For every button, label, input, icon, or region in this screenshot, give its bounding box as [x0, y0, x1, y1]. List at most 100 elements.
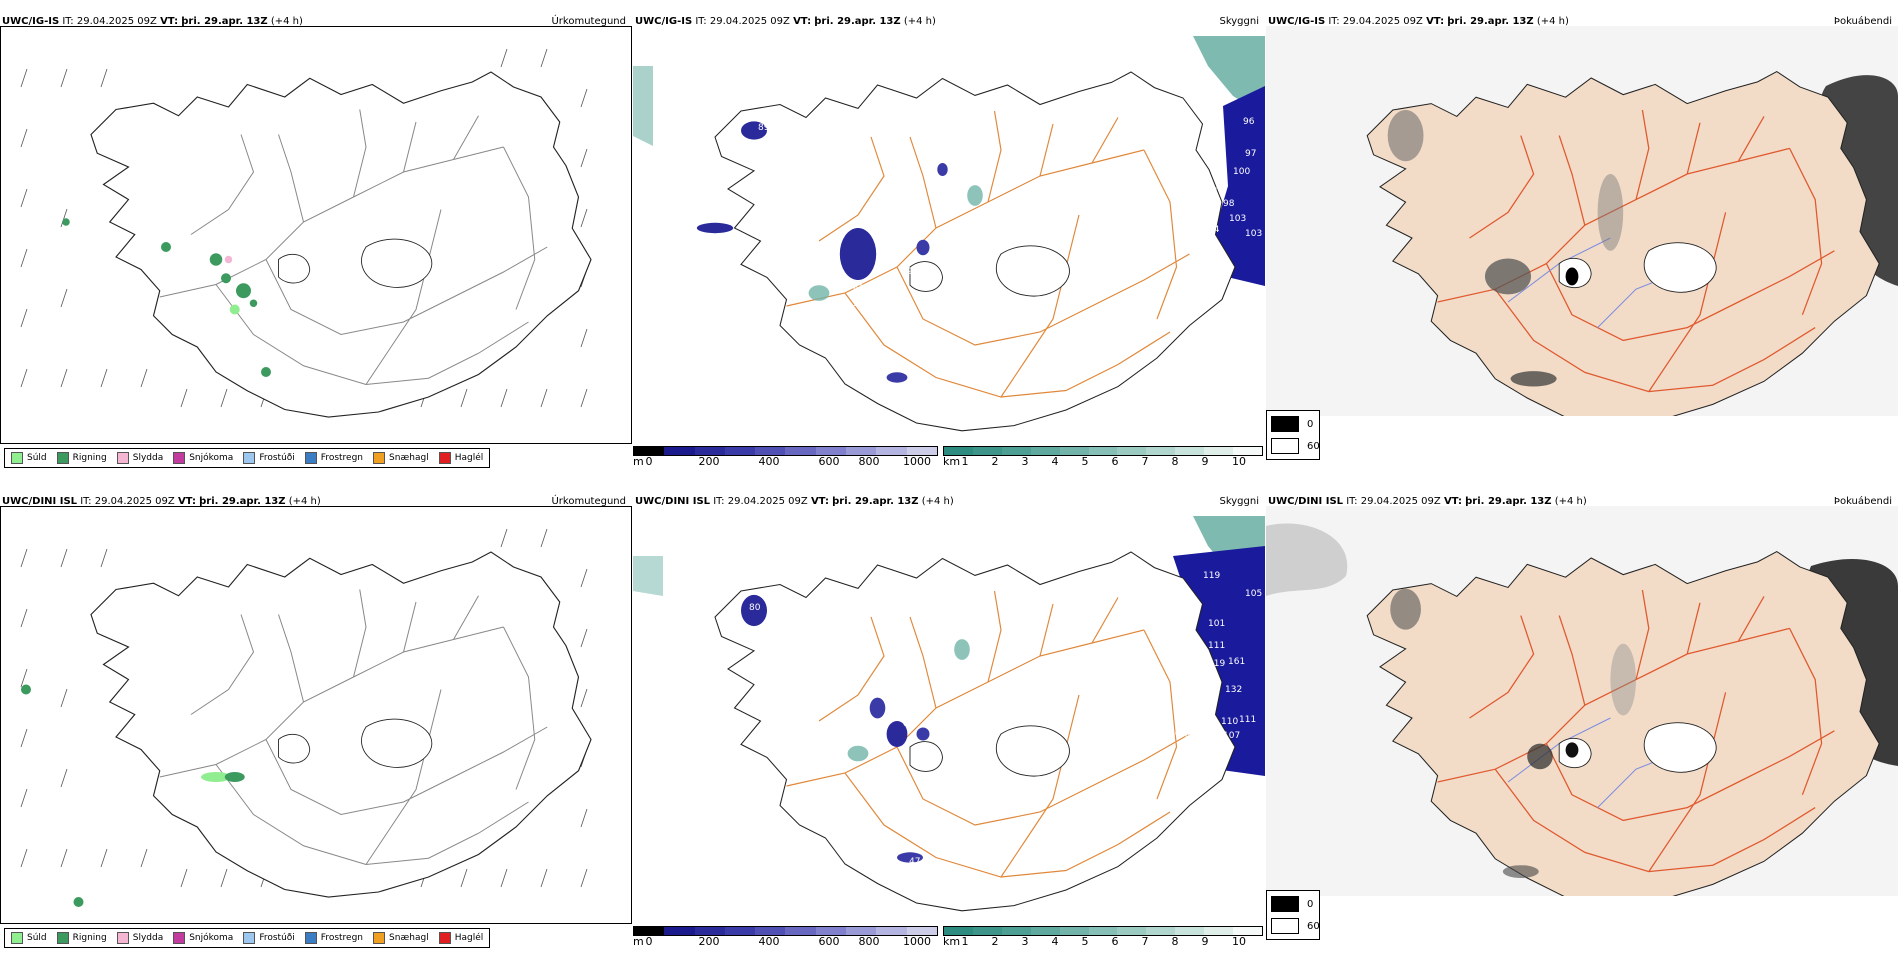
swatch: [173, 452, 186, 464]
legend-label: Frostúði: [259, 933, 295, 943]
ceiling-label: 79: [905, 397, 917, 407]
it-value: 29.04.2025 09Z: [76, 16, 157, 27]
swatch: [438, 932, 451, 944]
legend-label: Frostregn: [320, 453, 364, 463]
ceiling-label: 56: [945, 719, 957, 729]
ceiling-value-labels: 89 96 97 100 98 103 94 103 12 47 61 59 6…: [668, 117, 1262, 407]
ceiling-label: 100: [1233, 167, 1250, 177]
ceiling-label: 132: [1225, 685, 1242, 695]
legend-label: Snjókoma: [189, 453, 234, 463]
legend-item: Frostúði: [243, 932, 295, 944]
legend-item: Súld: [11, 452, 47, 464]
visibility-tick: 5: [1081, 935, 1089, 948]
fog-map[interactable]: [1266, 506, 1898, 924]
visibility-map[interactable]: 89 96 97 100 98 103 94 103 12 47 61 59 6…: [633, 26, 1265, 444]
legend-label: 60: [1307, 440, 1320, 452]
vt-value: þri. 29.apr. 13Z: [1447, 16, 1534, 27]
vt-value: þri. 29.apr. 13Z: [181, 16, 268, 27]
ceiling-label: 90: [1169, 729, 1181, 739]
visibility-unit: km: [943, 455, 961, 468]
vt-label: VT:: [1426, 16, 1445, 27]
ceiling-tick: 200: [698, 455, 720, 468]
visibility-tick: 10: [1232, 935, 1246, 948]
ceiling-label: 119: [1208, 659, 1225, 669]
fog-map[interactable]: [1266, 26, 1898, 444]
ceiling-label: 80: [749, 603, 761, 613]
it-label: IT:: [1346, 496, 1358, 507]
legend-label: Slydda: [132, 933, 164, 943]
swatch: [373, 452, 386, 464]
ceiling-colorbar: m 0 200 400 600 800 1000: [633, 926, 938, 952]
panel-header: UWC/IG-IS IT: 29.04.2025 09Z VT: þri. 29…: [1268, 14, 1896, 30]
model-name: UWC/DINI ISL: [1268, 496, 1344, 507]
legend-item: Frostregn: [304, 452, 364, 464]
swatch: [116, 932, 129, 944]
ceiling-label: 12: [943, 259, 954, 269]
legend-label: 0: [1307, 898, 1314, 910]
visibility-tick: 8: [1171, 455, 1179, 468]
lead-time: (+4 h): [288, 496, 321, 507]
ceiling-value-labels: 80 119 105 101 111 119 161 121 132 110 1…: [665, 571, 1262, 871]
fog-legend-item: 60: [1271, 918, 1320, 934]
ceiling-label: 106: [929, 861, 946, 871]
panel-header: UWC/DINI ISL IT: 29.04.2025 09Z VT: þri.…: [635, 494, 1263, 510]
legend-label: Súld: [27, 453, 47, 463]
legend-item: Snæhagl: [373, 452, 429, 464]
ceiling-label: 94: [1208, 225, 1220, 235]
precip-type-map[interactable]: [0, 506, 632, 924]
vt-label: VT:: [160, 16, 179, 27]
ceiling-label: 96: [1243, 117, 1255, 127]
panel-visibility-row1: UWC/IG-IS IT: 29.04.2025 09Z VT: þri. 29…: [633, 10, 1265, 480]
legend-item: Snjókoma: [173, 932, 233, 944]
legend-label: Frostúði: [259, 453, 295, 463]
ceiling-label: 47: [909, 857, 920, 867]
ceiling-label: 107: [1223, 731, 1240, 741]
visibility-tick: 8: [1171, 935, 1179, 948]
lead-time: (+4 h): [903, 16, 936, 27]
swatch: [373, 932, 386, 944]
visibility-map[interactable]: 80 119 105 101 111 119 161 121 132 110 1…: [633, 506, 1265, 924]
it-value: 29.04.2025 09Z: [1342, 16, 1423, 27]
legend-item: Rigning: [56, 452, 107, 464]
ceiling-tick: 400: [758, 455, 780, 468]
vt-label: VT:: [177, 496, 196, 507]
visibility-tick: 7: [1141, 935, 1149, 948]
swatch: [173, 932, 186, 944]
legend-label: 0: [1307, 418, 1314, 430]
swatch: [304, 452, 317, 464]
ceiling-tick: 600: [818, 455, 840, 468]
swatch: [11, 452, 23, 464]
model-name: UWC/IG-IS: [635, 16, 693, 27]
panel-header: UWC/DINI ISL IT: 29.04.2025 09Z VT: þri.…: [1268, 494, 1896, 510]
vt-value: þri. 29.apr. 13Z: [1465, 496, 1552, 507]
visibility-bar: [943, 446, 1263, 456]
legend-label: Haglél: [454, 453, 484, 463]
ceiling-tick: 600: [818, 935, 840, 948]
visibility-tick: 5: [1081, 455, 1089, 468]
ceiling-unit: m: [633, 935, 644, 948]
map-canvas: 89 96 97 100 98 103 94 103 12 47 61 59 6…: [633, 36, 1265, 432]
parameter-title: Þokuábendi: [1833, 16, 1892, 27]
ceiling-tick: 1000: [903, 935, 931, 948]
ceiling-label: 89: [1185, 731, 1197, 741]
ceiling-label: 97: [1245, 149, 1256, 159]
visibility-tick: 3: [1021, 455, 1029, 468]
precip-type-legend: Súld Rigning Slydda Snjókoma Frostúði Fr…: [4, 928, 491, 948]
ceiling-label: 105: [1245, 589, 1262, 599]
it-label: IT:: [713, 496, 725, 507]
precip-type-map[interactable]: [0, 26, 632, 444]
legend-label: Snjókoma: [189, 933, 234, 943]
ceiling-tick: 1000: [903, 455, 931, 468]
visibility-unit: km: [943, 935, 961, 948]
legend-item: Slydda: [116, 452, 163, 464]
model-name: UWC/IG-IS: [1268, 16, 1326, 27]
visibility-bar: [943, 926, 1263, 936]
legend-label: Rigning: [72, 453, 107, 463]
visibility-tick: 2: [991, 455, 999, 468]
visibility-tick: 9: [1201, 935, 1209, 948]
map-canvas: [1266, 26, 1898, 416]
legend-item: Súld: [11, 932, 47, 944]
panel-fog-indicator-row1: UWC/IG-IS IT: 29.04.2025 09Z VT: þri. 29…: [1266, 10, 1898, 480]
ceiling-label: 59: [853, 299, 865, 309]
legend-item: Frostúði: [243, 452, 295, 464]
